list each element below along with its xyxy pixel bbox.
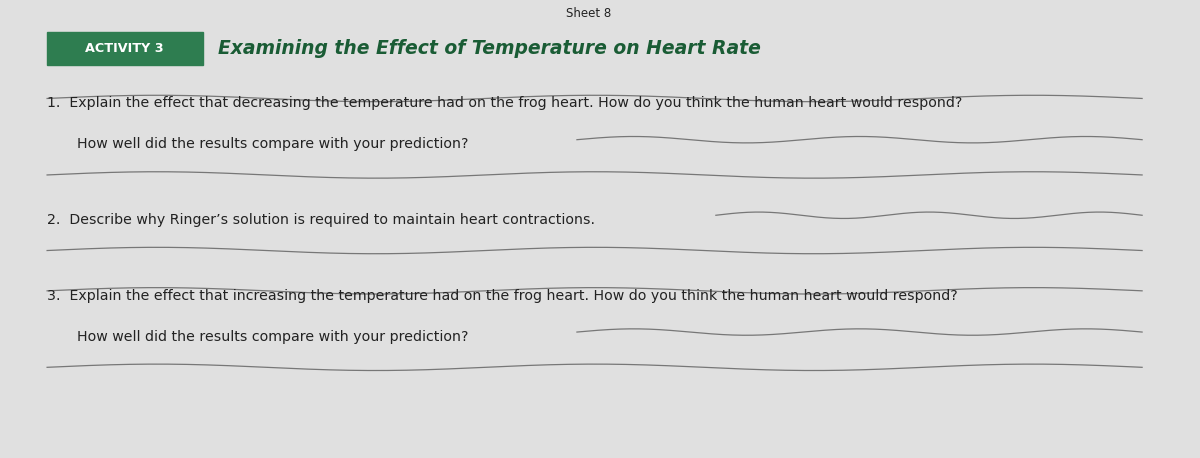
Text: 2.  Describe why Ringer’s solution is required to maintain heart contractions.: 2. Describe why Ringer’s solution is req… — [47, 213, 595, 227]
Text: ACTIVITY 3: ACTIVITY 3 — [85, 42, 164, 55]
Text: Examining the Effect of Temperature on Heart Rate: Examining the Effect of Temperature on H… — [218, 38, 761, 58]
Text: How well did the results compare with your prediction?: How well did the results compare with yo… — [77, 137, 468, 152]
Text: Sheet 8: Sheet 8 — [566, 7, 611, 20]
FancyBboxPatch shape — [47, 32, 203, 65]
Text: How well did the results compare with your prediction?: How well did the results compare with yo… — [77, 330, 468, 344]
Text: 1.  Explain the effect that decreasing the temperature had on the frog heart. Ho: 1. Explain the effect that decreasing th… — [47, 96, 962, 110]
Text: 3.  Explain the effect that increasing the temperature had on the frog heart. Ho: 3. Explain the effect that increasing th… — [47, 289, 958, 303]
